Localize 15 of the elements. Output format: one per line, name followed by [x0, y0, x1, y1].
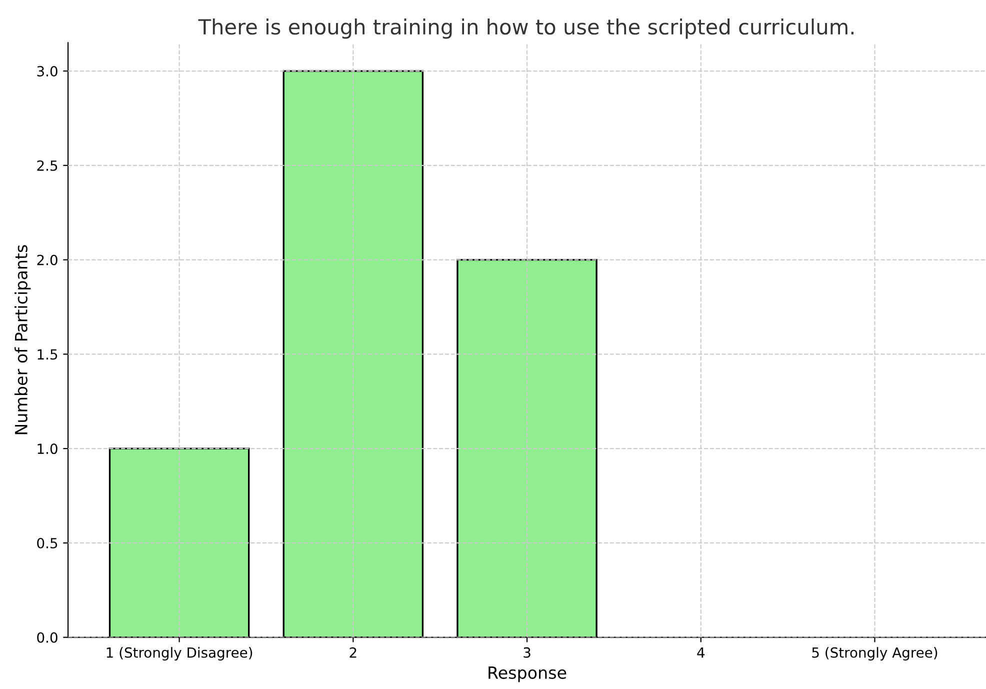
y-tick-label: 1.5 [38, 349, 58, 360]
x-tick-label: 4 [697, 647, 705, 658]
y-tick-label: 2.5 [37, 160, 58, 171]
x-tick-label: 2 [350, 647, 356, 658]
y-tick-label: 0.5 [37, 538, 58, 548]
y-tick-label: 1.0 [38, 444, 58, 454]
y-tick-label: 0.0 [37, 632, 58, 643]
x-tick-label: 5 (Strongly Agree) [812, 647, 938, 660]
chart-title: There is enough training in how to use the scripted curriculum. [198, 18, 854, 39]
y-axis-title: Number of Participants [14, 245, 31, 434]
x-tick-label: 1 (Strongly Disagree) [106, 647, 252, 660]
x-axis-title: Response [488, 666, 566, 682]
x-tick-label: 3 [524, 647, 530, 658]
y-tick-label: 2.0 [37, 254, 58, 266]
y-tick-label: 3.0 [37, 66, 58, 77]
